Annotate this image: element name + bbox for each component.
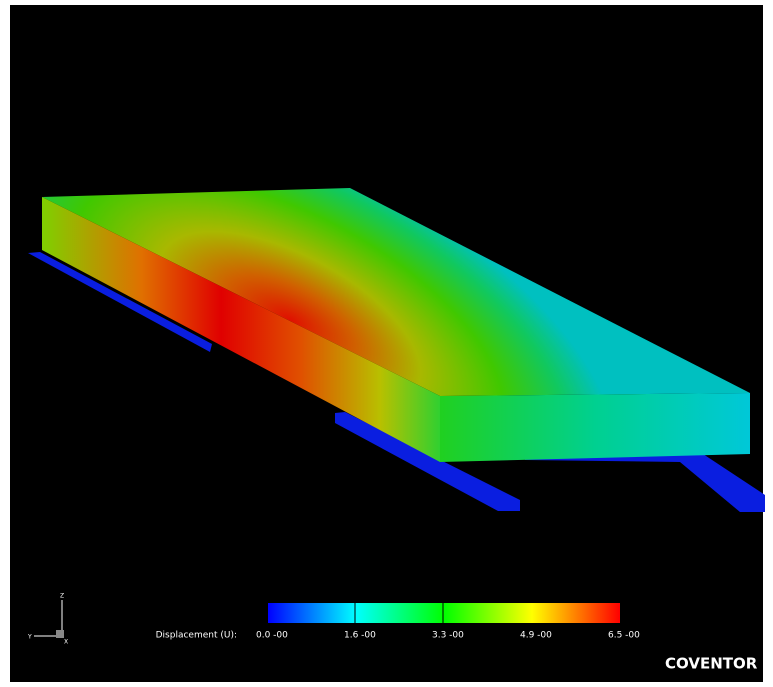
colorbar-label: 0.0 -00 xyxy=(256,631,288,641)
brand: COVENTOR xyxy=(665,655,758,673)
colorbar-label: 3.3 -00 xyxy=(432,631,464,641)
axis-label: Y xyxy=(27,634,32,641)
colorbar xyxy=(268,603,620,623)
colorbar-label: 4.9 -00 xyxy=(520,631,552,641)
slab-side xyxy=(440,393,750,462)
colorbar-label: 1.6 -00 xyxy=(344,631,376,641)
axis-label: X xyxy=(64,639,68,646)
axis-label: Z xyxy=(60,593,64,600)
colorbar-label: 6.5 -00 xyxy=(608,631,640,641)
axis-origin xyxy=(56,630,64,638)
viewport: Y Z X Displacement (U): 0.0 -00 1.6 -00 3.… xyxy=(0,0,773,687)
colorbar-title: Displacement (U): xyxy=(156,631,237,641)
